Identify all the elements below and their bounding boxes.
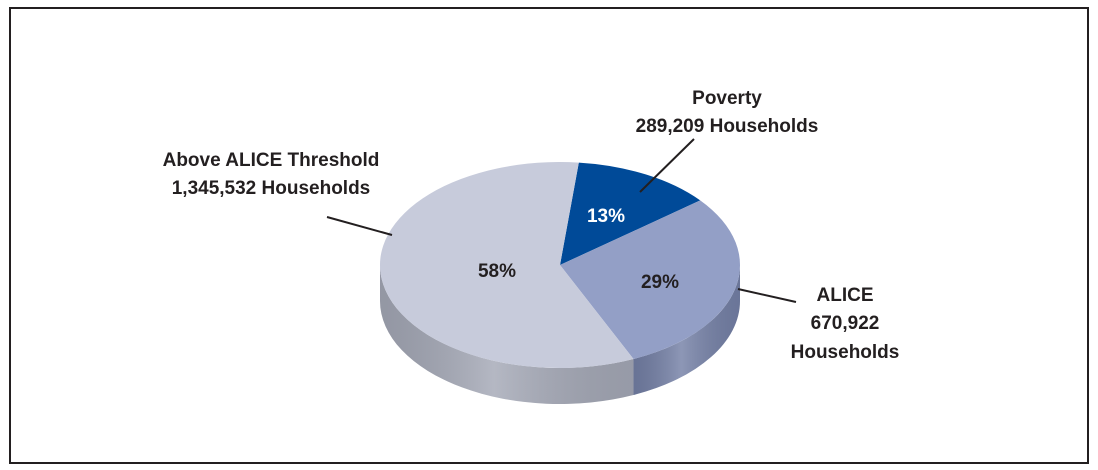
pie-slice-above <box>380 162 634 368</box>
pct-label-poverty: 13% <box>587 206 625 227</box>
pie-slice-poverty <box>560 162 701 265</box>
label-alice-unit: Households <box>791 342 900 363</box>
pie-side-group <box>380 265 740 404</box>
pie-side-shade-alice <box>633 265 740 396</box>
pie-side-shade-above <box>380 265 634 404</box>
label-group: Poverty 289,209 Households ALICE 670,922… <box>163 88 900 363</box>
label-poverty-name: Poverty <box>692 88 762 109</box>
leader-lines <box>326 138 797 303</box>
label-alice-value: 670,922 <box>811 313 880 334</box>
leader-line-alice <box>737 288 797 303</box>
label-alice-name: ALICE <box>817 285 874 306</box>
leader-line-poverty <box>639 138 695 193</box>
pct-label-above: 58% <box>478 261 516 282</box>
label-poverty-value: 289,209 Households <box>636 116 819 137</box>
pie-top-group <box>380 162 740 368</box>
label-above-value: 1,345,532 Households <box>172 178 371 199</box>
label-above-name: Above ALICE Threshold <box>163 150 380 171</box>
leader-line-above <box>326 216 393 236</box>
pct-label-alice: 29% <box>641 272 679 293</box>
pie-slice-alice <box>560 200 740 360</box>
